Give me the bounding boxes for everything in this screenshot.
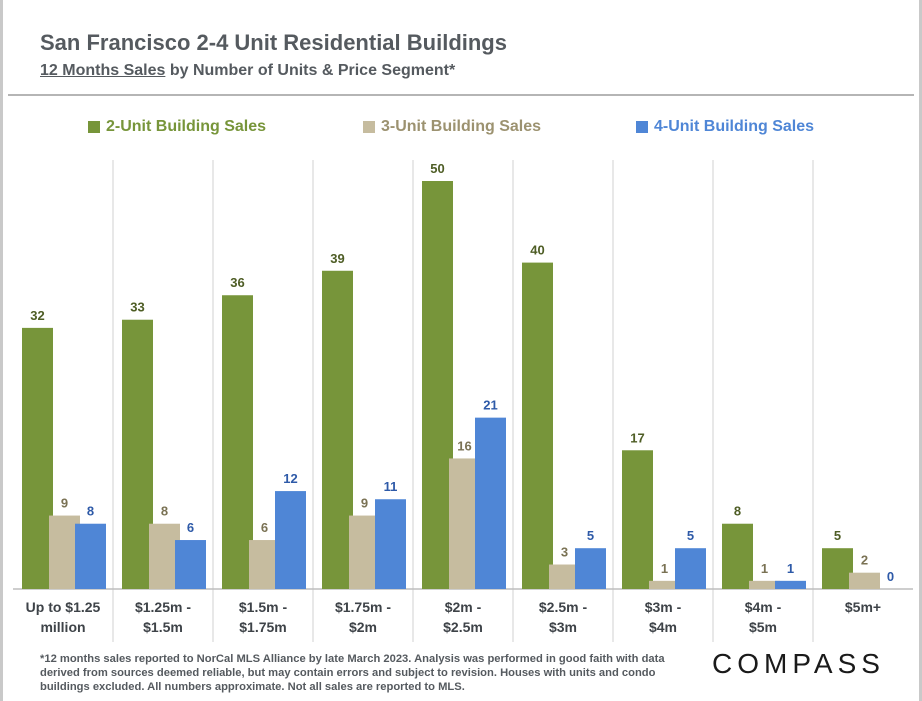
bar-4-unit	[75, 523, 106, 589]
bar-4-unit	[275, 491, 306, 589]
chart-subtitle: 12 Months Sales by Number of Units & Pri…	[40, 62, 455, 80]
data-label-4-unit: 5	[687, 528, 694, 543]
bar-3-unit	[749, 580, 780, 589]
title-divider	[8, 94, 914, 96]
data-label-2-unit: 36	[230, 275, 244, 290]
data-label-3-unit: 9	[361, 496, 368, 511]
bar-4-unit	[575, 548, 606, 589]
bar-3-unit	[449, 458, 480, 589]
data-label-2-unit: 39	[330, 251, 344, 266]
bar-2-unit	[222, 295, 253, 589]
x-tick-label: $4m -	[745, 599, 782, 615]
bar-2-unit	[322, 270, 353, 589]
data-label-2-unit: 32	[30, 308, 44, 323]
subtitle-underlined: 12 Months Sales	[40, 62, 166, 79]
data-label-4-unit: 5	[587, 528, 594, 543]
data-label-4-unit: 8	[87, 504, 94, 519]
data-label-3-unit: 9	[61, 496, 68, 511]
x-tick-label: $2.5m	[443, 619, 483, 635]
x-tick-label: $3m -	[645, 599, 682, 615]
bar-2-unit	[422, 181, 453, 589]
x-tick-label: $2m -	[445, 599, 482, 615]
x-tick-label: $5m	[749, 619, 777, 635]
bar-3-unit	[349, 515, 380, 589]
data-label-4-unit: 1	[787, 561, 794, 576]
legend-label-2-unit: 2-Unit Building Sales	[106, 118, 267, 135]
bar-2-unit	[522, 262, 553, 589]
legend-swatch-3-unit	[363, 121, 375, 133]
bar-3-unit	[849, 572, 880, 589]
x-tick-label: $1.75m	[239, 619, 286, 635]
data-label-4-unit: 12	[283, 471, 297, 486]
x-tick-label: $2.5m -	[539, 599, 588, 615]
compass-logo: COMPASS	[712, 648, 885, 679]
data-label-4-unit: 11	[384, 479, 398, 494]
x-tick-label: Up to $1.25	[26, 599, 101, 615]
bar-4-unit	[375, 499, 406, 589]
legend: 2-Unit Building Sales 3-Unit Building Sa…	[0, 118, 922, 140]
data-label-3-unit: 8	[161, 504, 168, 519]
data-label-2-unit: 17	[630, 430, 644, 445]
x-tick-label: $3m	[549, 619, 577, 635]
legend-label-4-unit: 4-Unit Building Sales	[654, 118, 815, 135]
data-label-3-unit: 16	[457, 438, 471, 453]
data-label-2-unit: 5	[834, 528, 841, 543]
footnote: *12 months sales reported to NorCal MLS …	[40, 653, 665, 693]
bar-4-unit	[475, 417, 506, 589]
bar-4-unit	[675, 548, 706, 589]
data-label-4-unit: 21	[483, 398, 497, 413]
legend-swatch-2-unit	[88, 121, 100, 133]
legend-label-3-unit: 3-Unit Building Sales	[381, 118, 542, 135]
bar-2-unit	[622, 450, 653, 589]
bar-3-unit	[249, 540, 280, 589]
x-tick-label: $1.5m	[143, 619, 183, 635]
bar-4-unit	[175, 540, 206, 589]
data-label-4-unit: 0	[887, 569, 894, 584]
data-label-3-unit: 1	[761, 561, 768, 576]
data-label-3-unit: 1	[661, 561, 668, 576]
bar-4-unit	[775, 580, 806, 589]
data-label-4-unit: 6	[187, 520, 194, 535]
x-tick-label: $1.5m -	[239, 599, 288, 615]
data-label-2-unit: 40	[530, 243, 544, 258]
data-label-3-unit: 2	[861, 553, 868, 568]
legend-item-2-unit: 2-Unit Building Sales	[88, 118, 266, 136]
bar-2-unit	[722, 523, 753, 589]
x-tick-label: $1.25m -	[135, 599, 191, 615]
data-label-2-unit: 8	[734, 504, 741, 519]
bar-3-unit	[649, 580, 680, 589]
data-label-3-unit: 3	[561, 545, 568, 560]
chart-title: San Francisco 2-4 Unit Residential Build…	[40, 30, 507, 55]
legend-item-4-unit: 4-Unit Building Sales	[636, 118, 814, 136]
legend-item-3-unit: 3-Unit Building Sales	[363, 118, 541, 136]
x-tick-label: $1.75m -	[335, 599, 391, 615]
data-label-2-unit: 50	[430, 161, 444, 176]
x-tick-label: $5m+	[845, 599, 881, 615]
bar-3-unit	[49, 515, 80, 589]
bar-2-unit	[822, 548, 853, 589]
legend-swatch-4-unit	[636, 121, 648, 133]
bar-2-unit	[122, 319, 153, 589]
x-tick-label: $2m	[349, 619, 377, 635]
x-tick-label: million	[40, 619, 85, 635]
bar-2-unit	[22, 327, 53, 589]
bar-3-unit	[549, 564, 580, 589]
data-label-2-unit: 33	[130, 300, 144, 315]
data-label-3-unit: 6	[261, 520, 268, 535]
x-tick-label: $4m	[649, 619, 677, 635]
subtitle-rest: by Number of Units & Price Segment*	[165, 62, 456, 79]
bar-3-unit	[149, 523, 180, 589]
